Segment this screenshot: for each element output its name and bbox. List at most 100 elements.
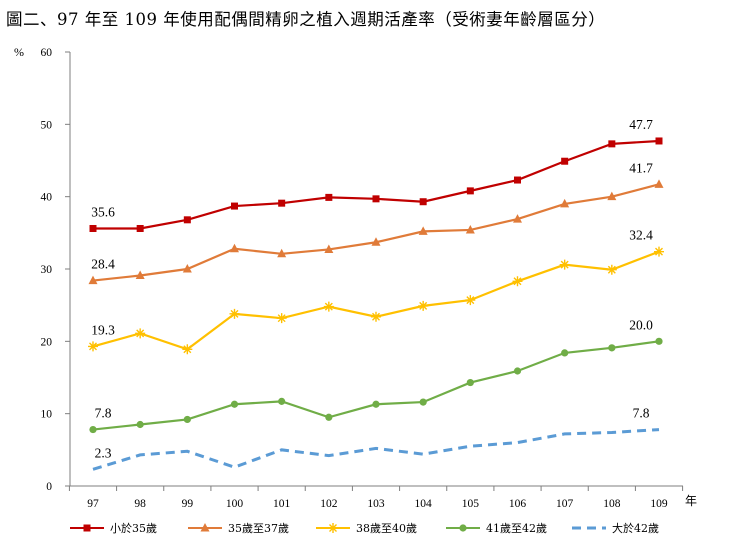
data-point: [182, 264, 192, 273]
data-point: [136, 420, 144, 429]
x-tick-label: 101: [273, 498, 291, 510]
x-tick-label: 98: [134, 498, 146, 510]
data-point: [278, 397, 286, 405]
legend-item: 35歲至37歲: [188, 521, 289, 535]
data-point: [655, 337, 663, 345]
data-point: [230, 243, 239, 253]
data-point: [514, 176, 521, 184]
data-point: [561, 349, 569, 357]
legend-label: 小於35歲: [110, 521, 157, 535]
legend-item: 38歲至40歲: [316, 521, 417, 535]
data-point: [135, 270, 145, 280]
legend-label: 41歲至42歲: [486, 521, 547, 535]
data-label: 47.7: [629, 117, 653, 132]
data-point: [136, 224, 144, 232]
series-line: [92, 428, 660, 471]
data-point: [606, 264, 617, 275]
y-tick-label: 50: [41, 119, 53, 131]
data-label: 20.0: [629, 317, 653, 332]
data-point: [608, 140, 616, 148]
data-label: 35.6: [91, 204, 115, 219]
x-tick-label: 105: [462, 498, 480, 510]
series-3: 19.3 32.4: [88, 228, 664, 355]
data-point: [654, 246, 664, 257]
series-line: [92, 340, 660, 431]
data-point: [561, 157, 569, 165]
data-point: [89, 224, 97, 232]
data-point: [513, 214, 522, 223]
x-axis-unit: 年: [685, 494, 697, 508]
data-label: 2.3: [95, 445, 112, 460]
data-point: [230, 400, 239, 408]
data-point: [88, 341, 98, 352]
y-tick-label: 0: [46, 481, 52, 493]
data-point: [323, 301, 334, 312]
data-point: [182, 344, 193, 355]
data-point: [88, 275, 98, 285]
data-label: 7.8: [95, 406, 112, 421]
series-2: 28.4 41.7: [88, 160, 664, 285]
x-tick-label: 100: [226, 498, 244, 510]
x-tick-label: 99: [182, 498, 194, 510]
data-point: [325, 413, 333, 421]
data-label: 7.8: [633, 406, 650, 421]
data-point: [276, 313, 287, 324]
data-point: [278, 199, 286, 207]
y-tick-label: 10: [41, 409, 53, 421]
data-point: [466, 378, 474, 387]
series-line: [93, 139, 660, 230]
y-tick-label: 60: [41, 47, 53, 59]
series-5: 2.3 7.8: [92, 406, 660, 471]
x-tick-label: 103: [367, 498, 385, 510]
data-point: [654, 179, 664, 188]
data-label: 28.4: [91, 257, 115, 272]
data-point: [512, 276, 523, 287]
data-point: [419, 198, 427, 206]
data-point: [83, 524, 91, 532]
y-tick-label: 40: [41, 192, 53, 204]
legend-item: 41歲至42歲: [446, 521, 547, 535]
legend-label: 大於42歲: [612, 521, 659, 535]
data-point: [419, 398, 427, 406]
data-point: [277, 248, 287, 258]
y-tick-label: 30: [41, 264, 53, 276]
data-point: [459, 524, 467, 532]
data-point: [465, 224, 475, 234]
data-point: [560, 198, 570, 208]
data-label: 32.4: [629, 228, 653, 243]
data-point: [89, 425, 97, 434]
y-axis-unit: %: [14, 45, 24, 59]
chart-axes: 0 10 20 30 40 50 60 97 98 99 100 101 102 103 104 105 106…: [14, 45, 697, 510]
x-tick-label: 109: [650, 498, 668, 510]
data-point: [655, 137, 663, 145]
x-tick-label: 104: [415, 498, 433, 510]
data-point: [608, 344, 616, 352]
data-point: [200, 523, 210, 532]
data-point: [372, 195, 380, 203]
legend-item: 小於35歲: [70, 521, 157, 535]
data-point: [135, 328, 146, 339]
data-point: [418, 226, 428, 235]
data-point: [183, 415, 191, 424]
data-point: [183, 216, 191, 224]
legend-item: 大於42歲: [572, 521, 659, 535]
data-point: [372, 400, 380, 408]
data-point: [513, 367, 522, 375]
x-tick-label: 107: [556, 498, 574, 510]
legend-label: 38歲至40歲: [356, 521, 417, 535]
chart-legend: 小於35歲 35歲至37歲 38歲至40歲 41歲至42歲 大於42歲: [70, 521, 659, 535]
chart-title: 圖二、97 年至 109 年使用配偶間精卵之植入週期活產率（受術妻年齡層區分）: [6, 10, 606, 29]
data-point: [371, 237, 381, 246]
data-point: [371, 311, 381, 322]
series-4: 7.8 20.0: [89, 317, 663, 434]
x-tick-label: 108: [603, 498, 621, 510]
data-point: [559, 259, 570, 270]
data-point: [466, 187, 474, 195]
x-tick-label: 97: [87, 498, 99, 510]
data-point: [607, 191, 617, 201]
x-tick-label: 106: [509, 498, 527, 510]
y-tick-label: 20: [41, 336, 53, 348]
legend-label: 35歲至37歲: [228, 521, 289, 535]
data-label: 19.3: [91, 322, 115, 337]
